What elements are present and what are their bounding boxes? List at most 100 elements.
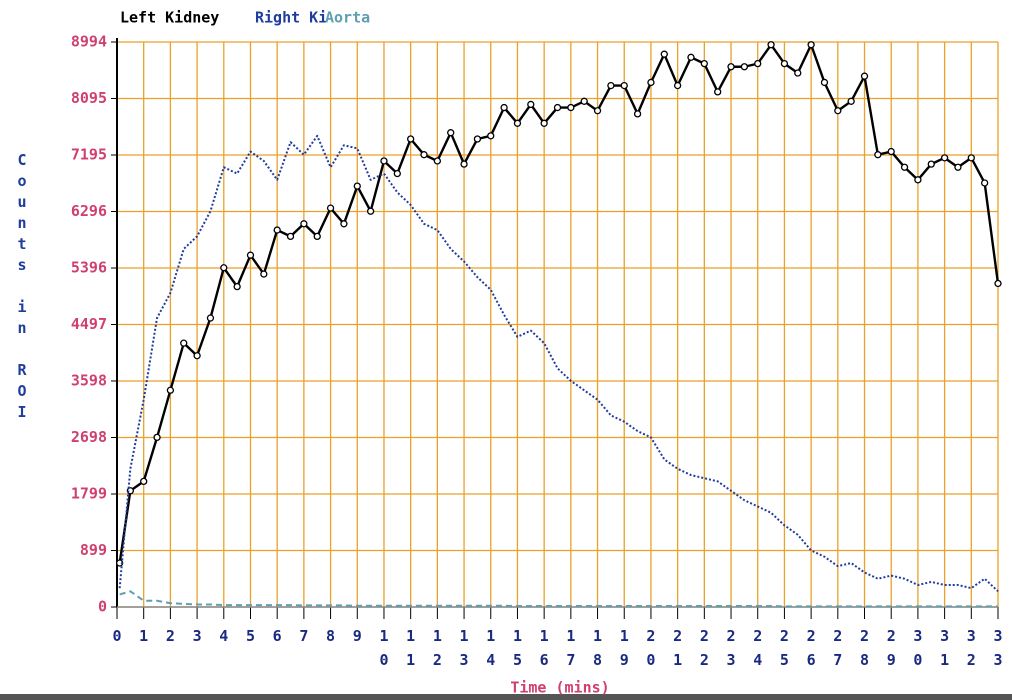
data-point xyxy=(193,352,201,360)
data-point xyxy=(647,78,655,87)
data-point xyxy=(754,59,762,68)
data-point xyxy=(366,207,375,215)
data-point xyxy=(834,107,842,115)
data-point xyxy=(527,100,535,109)
data-point xyxy=(794,69,802,77)
data-point xyxy=(780,59,789,68)
data-point xyxy=(433,157,442,165)
data-point xyxy=(767,41,775,49)
y-tick-label: 0 xyxy=(98,598,107,616)
y-tick-label: 8994 xyxy=(71,33,107,51)
data-point xyxy=(513,119,522,127)
data-point xyxy=(714,88,722,96)
y-tick-label: 5396 xyxy=(71,259,107,277)
data-point xyxy=(967,154,975,162)
data-point xyxy=(580,97,588,105)
bottom-strip xyxy=(0,694,1012,700)
data-point xyxy=(206,314,215,322)
legend-label: Right Ki xyxy=(255,9,327,27)
x-tick-label: 3 xyxy=(193,627,202,645)
y-tick-label: 8095 xyxy=(71,89,107,107)
x-tick-label: 5 xyxy=(246,627,255,645)
data-point xyxy=(166,386,175,394)
x-tick-label: 7 xyxy=(299,627,308,645)
data-point xyxy=(460,160,468,168)
data-point xyxy=(260,270,268,278)
data-point xyxy=(500,103,508,112)
y-tick-label: 6296 xyxy=(71,202,107,220)
data-point xyxy=(313,232,321,241)
y-tick-label: 4497 xyxy=(71,315,107,333)
y-tick-label: 3598 xyxy=(71,371,107,389)
data-point xyxy=(807,41,815,49)
series-line xyxy=(118,134,999,593)
data-point xyxy=(326,204,335,212)
data-point xyxy=(340,220,348,228)
data-point xyxy=(447,129,455,137)
data-point xyxy=(740,63,749,71)
data-point xyxy=(900,163,909,171)
data-point xyxy=(420,151,428,159)
data-point xyxy=(353,182,361,190)
data-point xyxy=(660,50,668,58)
x-tick-label: 8 xyxy=(326,627,335,645)
data-point xyxy=(407,135,415,143)
data-point xyxy=(820,78,829,87)
y-tick-label: 899 xyxy=(80,541,107,559)
data-point xyxy=(994,279,1002,288)
data-point xyxy=(220,264,228,272)
data-point xyxy=(687,53,695,61)
y-tick-label: 7195 xyxy=(71,146,107,164)
data-point xyxy=(607,81,615,90)
data-point xyxy=(940,154,949,162)
y-tick-label: 1799 xyxy=(71,484,107,502)
data-point xyxy=(246,251,255,259)
data-point xyxy=(553,103,562,112)
data-point xyxy=(153,433,161,442)
legend-label: Aorta xyxy=(325,9,370,27)
data-point xyxy=(914,176,922,184)
data-point xyxy=(847,97,855,105)
data-point xyxy=(673,81,682,90)
data-point xyxy=(286,232,295,241)
data-point xyxy=(633,110,642,118)
data-point xyxy=(473,135,482,143)
data-point xyxy=(700,59,708,68)
data-point xyxy=(273,226,281,234)
data-point xyxy=(540,119,548,127)
data-point xyxy=(954,163,962,171)
data-point xyxy=(380,157,388,165)
x-tick-label: 0 xyxy=(112,627,121,645)
x-tick-label: 6 xyxy=(273,627,282,645)
data-point xyxy=(927,160,935,168)
x-tick-label: 9 xyxy=(353,627,362,645)
x-tick-label: 2 xyxy=(166,627,175,645)
data-point xyxy=(727,63,735,71)
data-point xyxy=(887,147,895,156)
data-point xyxy=(140,477,148,486)
